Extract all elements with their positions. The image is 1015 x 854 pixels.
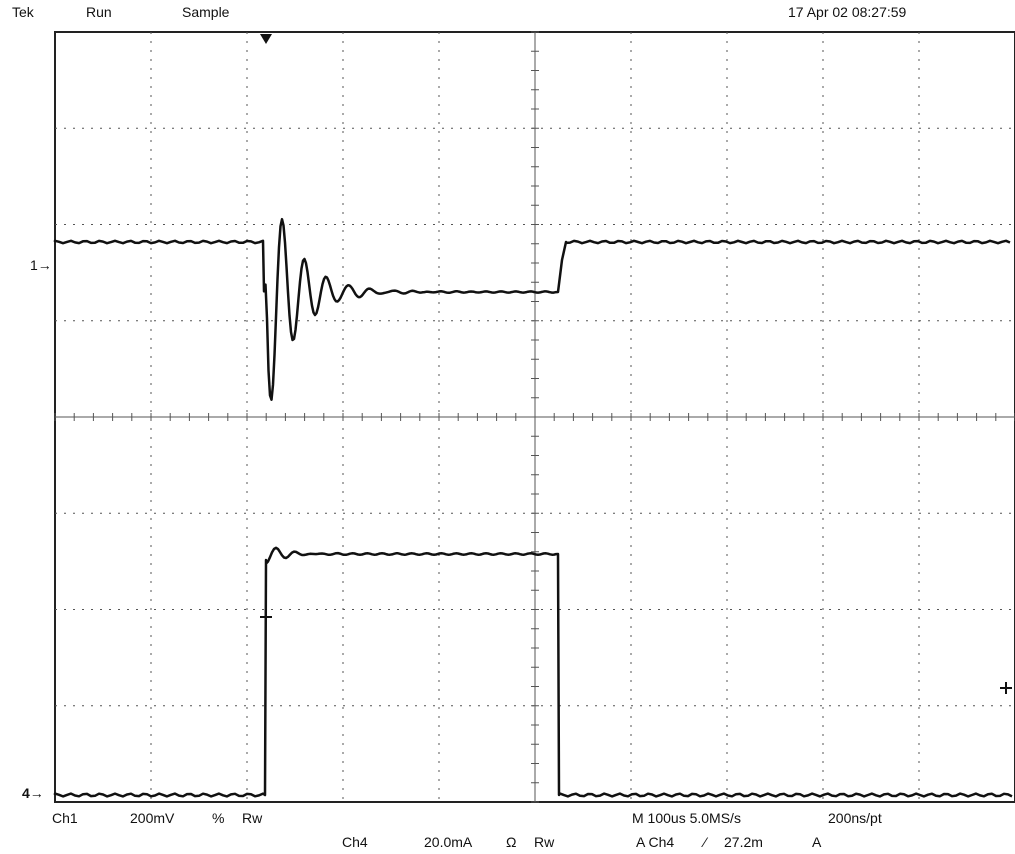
timebase-readout: M 100us 5.0MS/s bbox=[632, 810, 741, 826]
trigger-level: 27.2m bbox=[724, 834, 763, 850]
record-readout: 200ns/pt bbox=[828, 810, 882, 826]
ch1-bandwidth: Rw bbox=[242, 810, 263, 826]
timestamp-label: 17 Apr 02 08:27:59 bbox=[788, 4, 907, 20]
ch1-ground-marker: 1→ bbox=[30, 257, 52, 273]
trigger-source: A Ch4 bbox=[636, 834, 675, 850]
ch4-label: Ch4 bbox=[342, 834, 368, 850]
trigger-slope-icon: ⁄ bbox=[704, 834, 707, 850]
ch4-trace bbox=[53, 546, 1013, 798]
ch1-scale: 200mV bbox=[130, 810, 175, 826]
brand-label: Tek bbox=[12, 4, 34, 20]
ch4-ground-marker: 4→ bbox=[22, 785, 44, 801]
ch1-trace bbox=[53, 217, 1011, 401]
ch4-scale: 20.0mA bbox=[424, 834, 473, 850]
ch1-label: Ch1 bbox=[52, 810, 78, 826]
graticule-grid bbox=[54, 31, 1015, 803]
ch4-coupling: Ω bbox=[506, 834, 517, 850]
ch1-coupling: % bbox=[212, 810, 225, 826]
trigger-position-marker-icon bbox=[260, 34, 272, 44]
acquisition-mode-label: Sample bbox=[182, 4, 230, 20]
run-state-label: Run bbox=[86, 4, 112, 20]
trigger-level-marker-icon bbox=[1000, 682, 1012, 694]
ch4-bandwidth: Rw bbox=[534, 834, 555, 850]
trigger-unit: A bbox=[812, 834, 822, 850]
